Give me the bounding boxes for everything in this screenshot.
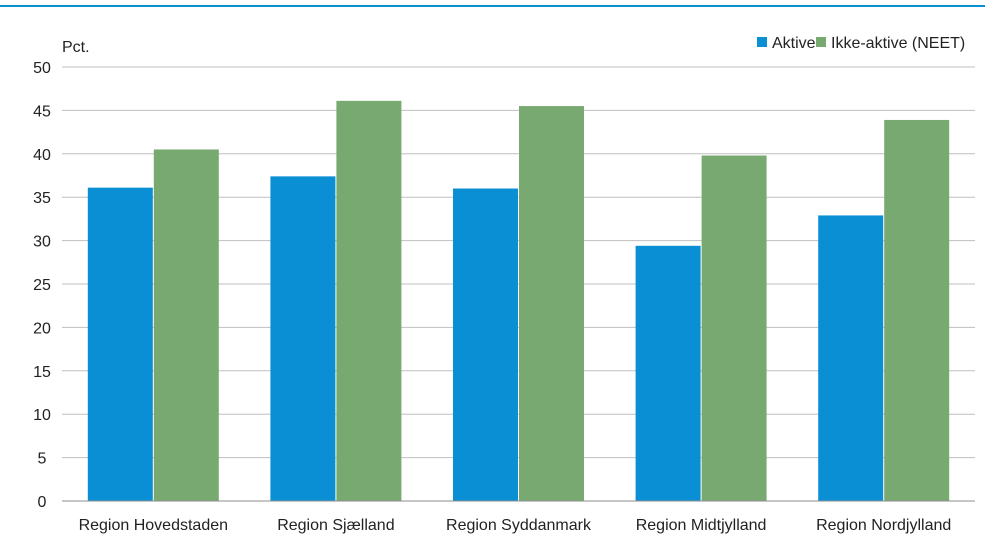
bar-neet xyxy=(701,155,767,501)
y-tick-label: 25 xyxy=(33,277,51,294)
y-tick-label: 50 xyxy=(33,60,51,77)
x-tick-label: Region Sjælland xyxy=(277,517,394,534)
bar-aktive xyxy=(453,188,518,501)
legend-swatch-neet xyxy=(816,37,826,47)
x-tick-label: Region Nordjylland xyxy=(816,517,951,534)
bar-neet xyxy=(153,149,219,501)
bar-aktive xyxy=(87,187,153,502)
y-unit-label: Pct. xyxy=(62,39,90,56)
bar-aktive xyxy=(818,215,884,502)
y-tick-label: 20 xyxy=(33,320,51,337)
y-tick-label: 40 xyxy=(33,147,51,164)
bar-neet xyxy=(519,106,584,501)
x-tick-label: Region Midtjylland xyxy=(636,517,767,534)
y-tick-label: 15 xyxy=(33,364,51,381)
x-tick-label: Region Hovedstaden xyxy=(79,517,228,534)
legend-swatch-aktive xyxy=(757,37,767,47)
bar-aktive xyxy=(635,245,701,501)
y-tick-label: 5 xyxy=(38,451,47,468)
bar-aktive xyxy=(270,176,336,502)
x-tick-label: Region Syddanmark xyxy=(446,517,592,534)
bars xyxy=(87,100,950,502)
y-tick-label: 10 xyxy=(33,407,51,424)
y-tick-label: 35 xyxy=(33,190,51,207)
axes: 0 5 10 15 20 25 30 35 40 45 50 Region Hovedstaden Re… xyxy=(33,60,975,534)
legend-label-neet: Ikke-aktive (NEET) xyxy=(831,35,965,52)
y-tick-label: 45 xyxy=(33,103,51,120)
legend: Aktive Ikke-aktive (NEET) xyxy=(757,35,965,52)
bar-neet xyxy=(884,119,950,501)
y-tick-label: 30 xyxy=(33,234,51,251)
bar-neet xyxy=(336,100,402,502)
legend-label-aktive: Aktive xyxy=(772,35,816,52)
top-accent-rule xyxy=(0,5,985,7)
y-tick-label: 0 xyxy=(38,494,47,511)
